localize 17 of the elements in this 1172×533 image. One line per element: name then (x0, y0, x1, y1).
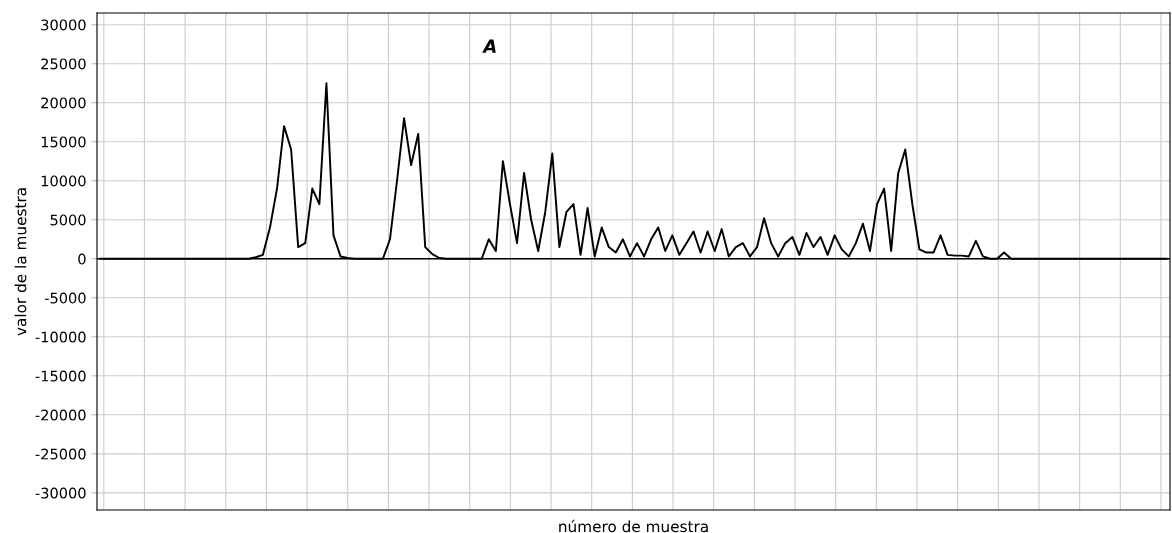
y-tick-label: -20000 (35, 409, 86, 421)
y-tick-label: 15000 (41, 136, 86, 148)
y-tick-label: 0 (78, 253, 86, 265)
y-tick-label: -30000 (35, 487, 86, 499)
y-tick-label: -15000 (35, 370, 86, 382)
x-axis-title: número de muestra (559, 519, 708, 533)
y-tick-label: -25000 (35, 448, 86, 460)
y-tick-label: 25000 (41, 58, 86, 70)
y-tick-label: -5000 (44, 292, 86, 304)
y-tick-label: -10000 (35, 331, 86, 343)
annotation: A (482, 39, 496, 53)
y-tick-label: 5000 (50, 214, 86, 226)
y-tick-label: 10000 (41, 175, 86, 187)
line-series (99, 82, 1168, 260)
y-axis-title: valor de la muestra (14, 188, 27, 336)
y-tick-label: 30000 (41, 19, 86, 31)
y-tick-label: 20000 (41, 97, 86, 109)
